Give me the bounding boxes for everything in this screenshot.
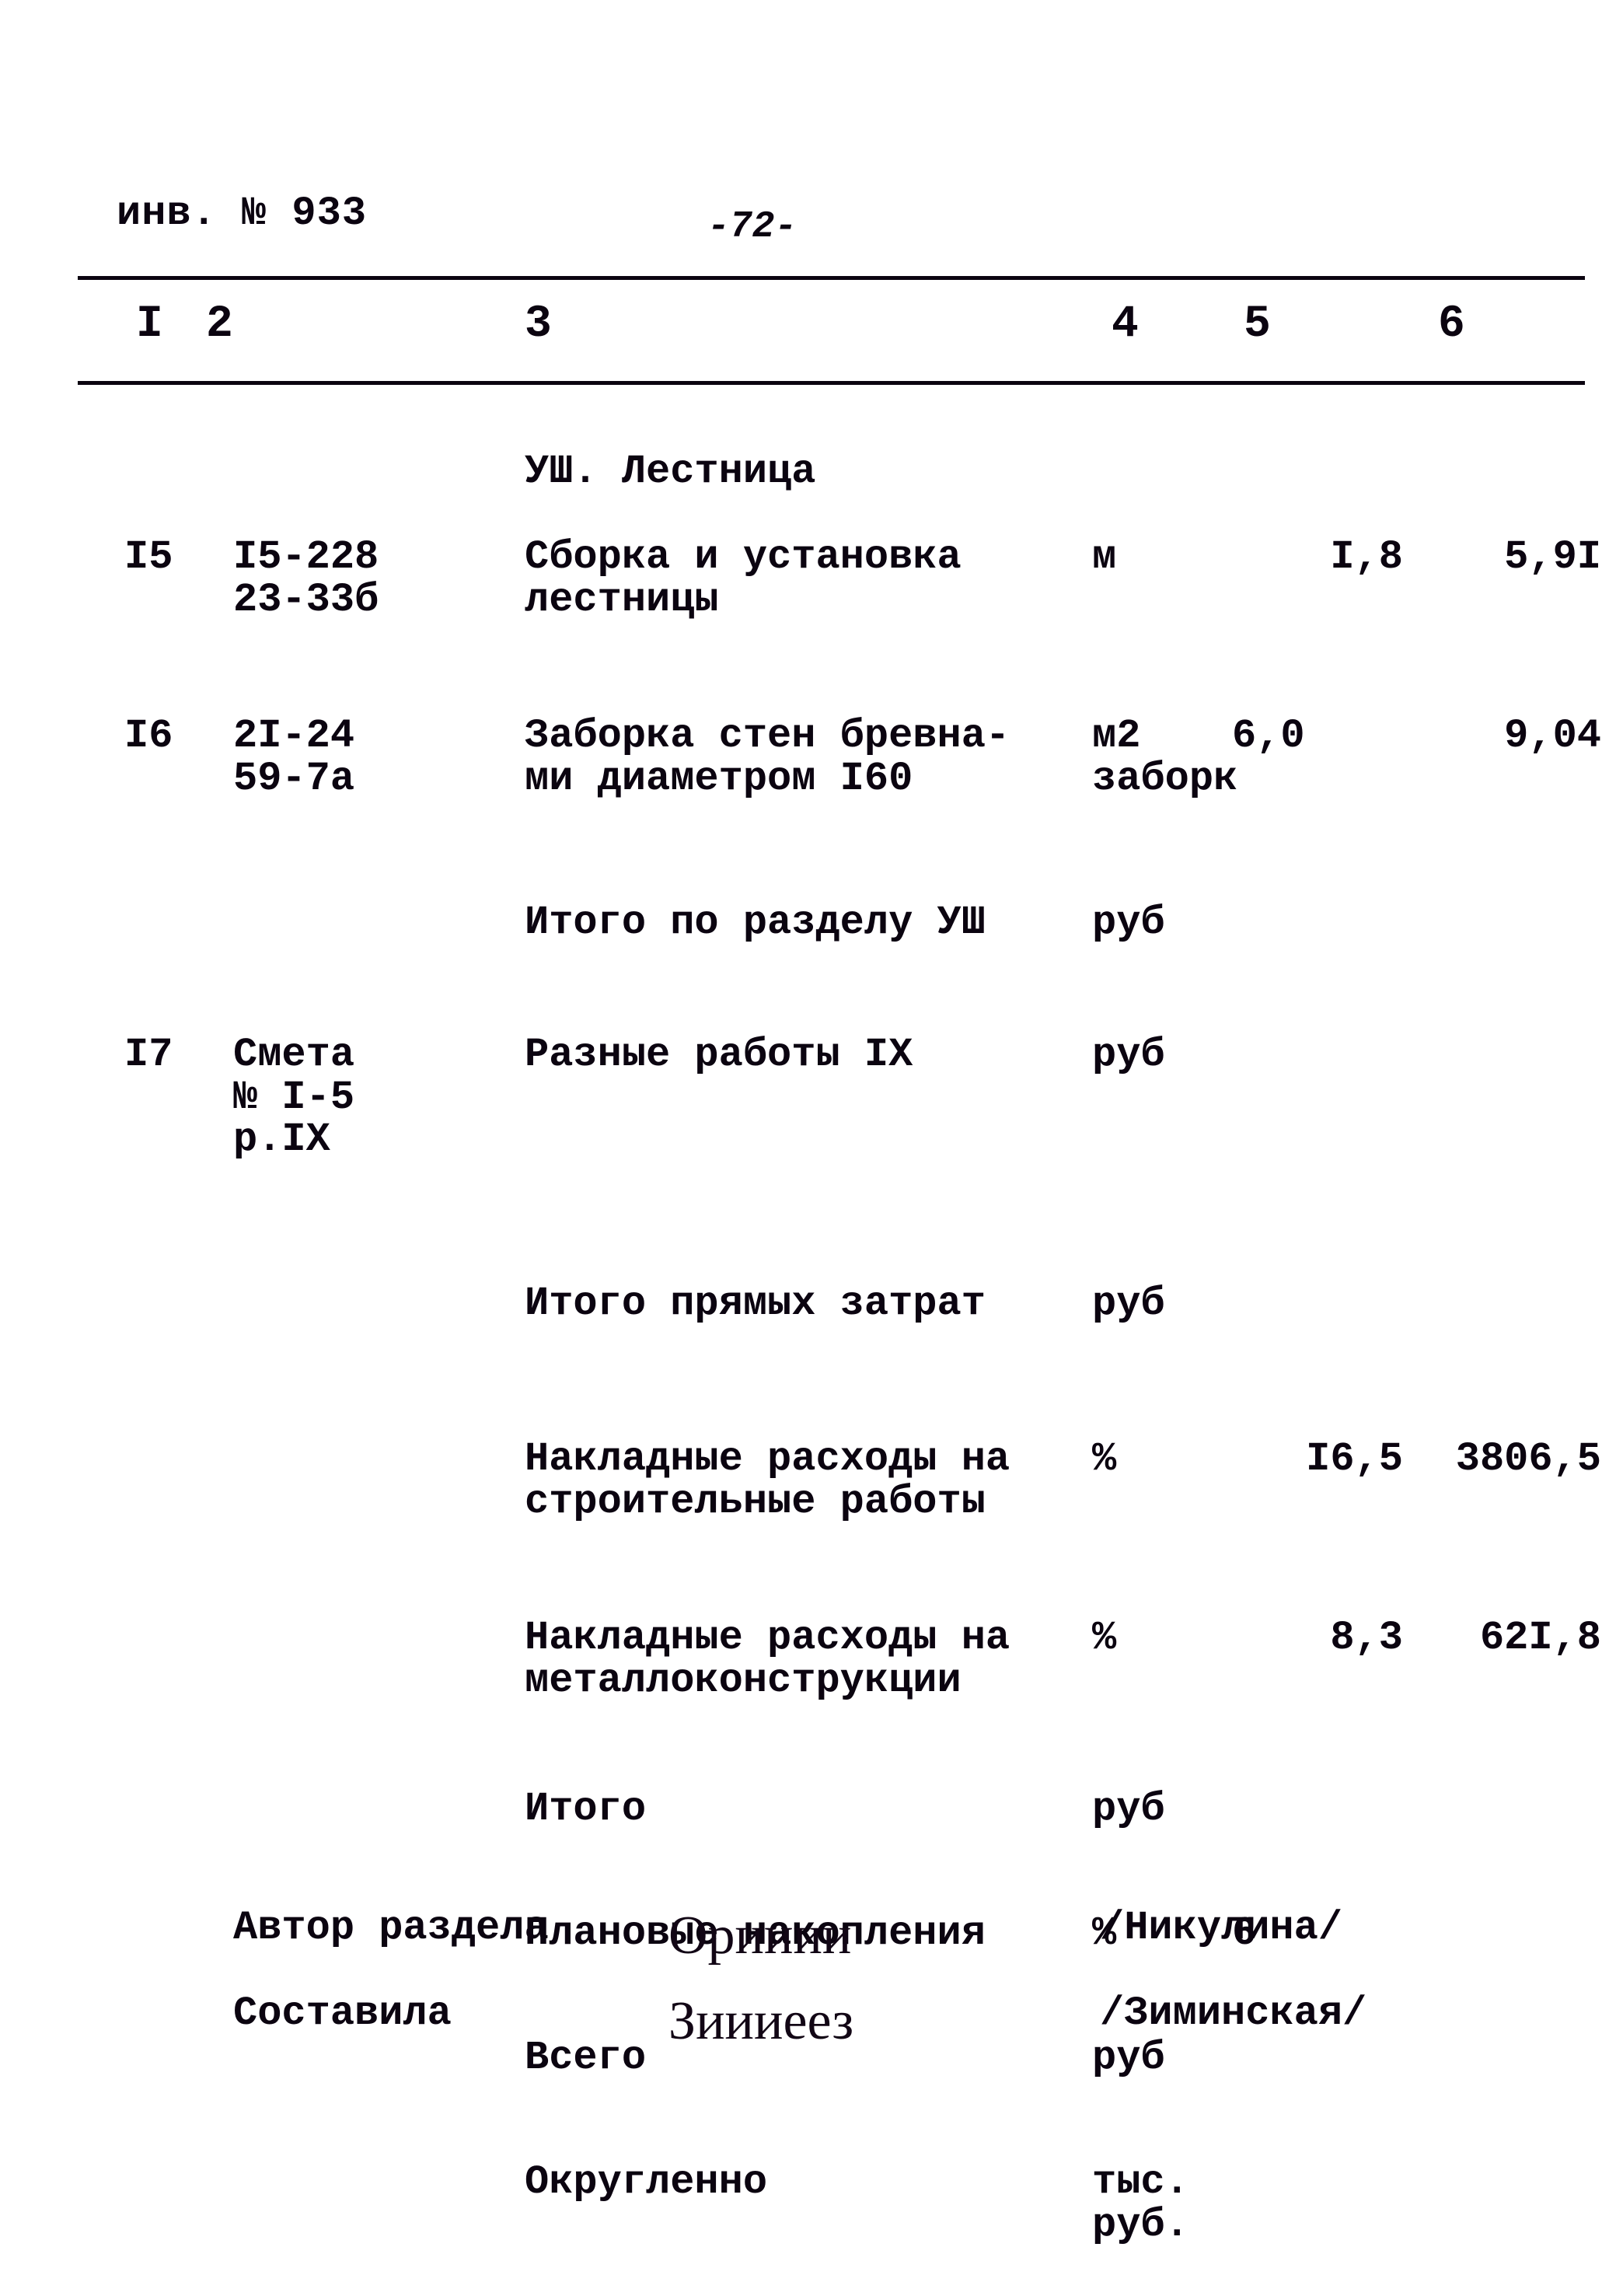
cell-desc: Накладные расходы на металлоконструкции <box>525 1617 1084 1702</box>
cell-desc: Заборка стен бревна- ми диаметром I60 <box>525 715 1084 800</box>
cell-desc: Итого по разделу УШ <box>525 902 1084 945</box>
compiler-label: Составила <box>233 1990 452 2036</box>
cell-rate: 9,04 <box>1399 715 1601 758</box>
compiler-signature: Зиииеез <box>668 1990 853 2053</box>
author-name: /Никулина/ <box>1100 1905 1342 1951</box>
compiler-name: /Зиминская/ <box>1100 1990 1366 2036</box>
cell-desc: Накладные расходы на строительные работы <box>525 1438 1084 1523</box>
header-underline-rule <box>78 381 1585 385</box>
cell-qty: 6,0 <box>1232 715 1403 758</box>
cell-code: Смета № I-5 р.IX <box>233 1034 505 1162</box>
cell-code: I5-228 23-33б <box>233 536 505 621</box>
cell-desc: Округленно <box>525 2161 1084 2204</box>
document-page: инв. № 933 -72- I 2 3 4 5 6 7 УШ. Лестни… <box>0 0 1616 2296</box>
cell-num: I5 <box>124 536 202 579</box>
cell-num: I6 <box>124 715 202 758</box>
cell-desc: Сборка и установка лестницы <box>525 536 1084 621</box>
col-header-5: 5 <box>1244 299 1271 350</box>
top-rule <box>78 276 1585 280</box>
cell-unit: руб <box>1092 2037 1240 2080</box>
cell-code: 2I-24 59-7а <box>233 715 505 800</box>
cell-unit: % <box>1092 1617 1240 1660</box>
author-label: Автор раздела <box>233 1905 549 1951</box>
cell-rate: 5,9I <box>1399 536 1601 579</box>
page-number: -72- <box>707 206 797 248</box>
col-header-2: 2 <box>206 299 233 350</box>
cell-num: I7 <box>124 1034 202 1077</box>
cell-qty: I6,5 <box>1232 1438 1403 1481</box>
section-title: УШ. Лестница <box>525 451 1084 494</box>
cell-qty: I,8 <box>1232 536 1403 579</box>
cell-unit: руб <box>1092 1283 1240 1326</box>
cell-desc: Итого <box>525 1788 1084 1831</box>
inventory-number: инв. № 933 <box>117 190 367 236</box>
cell-unit: руб <box>1092 1034 1240 1077</box>
cell-desc: Итого прямых затрат <box>525 1283 1084 1326</box>
col-header-6: 6 <box>1438 299 1465 350</box>
cell-unit: руб <box>1092 902 1240 945</box>
col-header-1: I <box>136 299 163 350</box>
cell-unit: м <box>1092 536 1240 579</box>
cell-unit: тыс. руб. <box>1092 2161 1240 2246</box>
cell-unit: % <box>1092 1438 1240 1481</box>
cell-unit: м2 заборк <box>1092 715 1240 800</box>
col-header-3: 3 <box>525 299 552 350</box>
author-signature: Орииии <box>668 1905 851 1967</box>
cell-desc: Разные работы IX <box>525 1034 1084 1077</box>
cell-qty: 8,3 <box>1232 1617 1403 1660</box>
cell-rate: 3806,5 <box>1399 1438 1601 1481</box>
cell-unit: руб <box>1092 1788 1240 1831</box>
cell-rate: 62I,8 <box>1399 1617 1601 1660</box>
col-header-4: 4 <box>1112 299 1139 350</box>
